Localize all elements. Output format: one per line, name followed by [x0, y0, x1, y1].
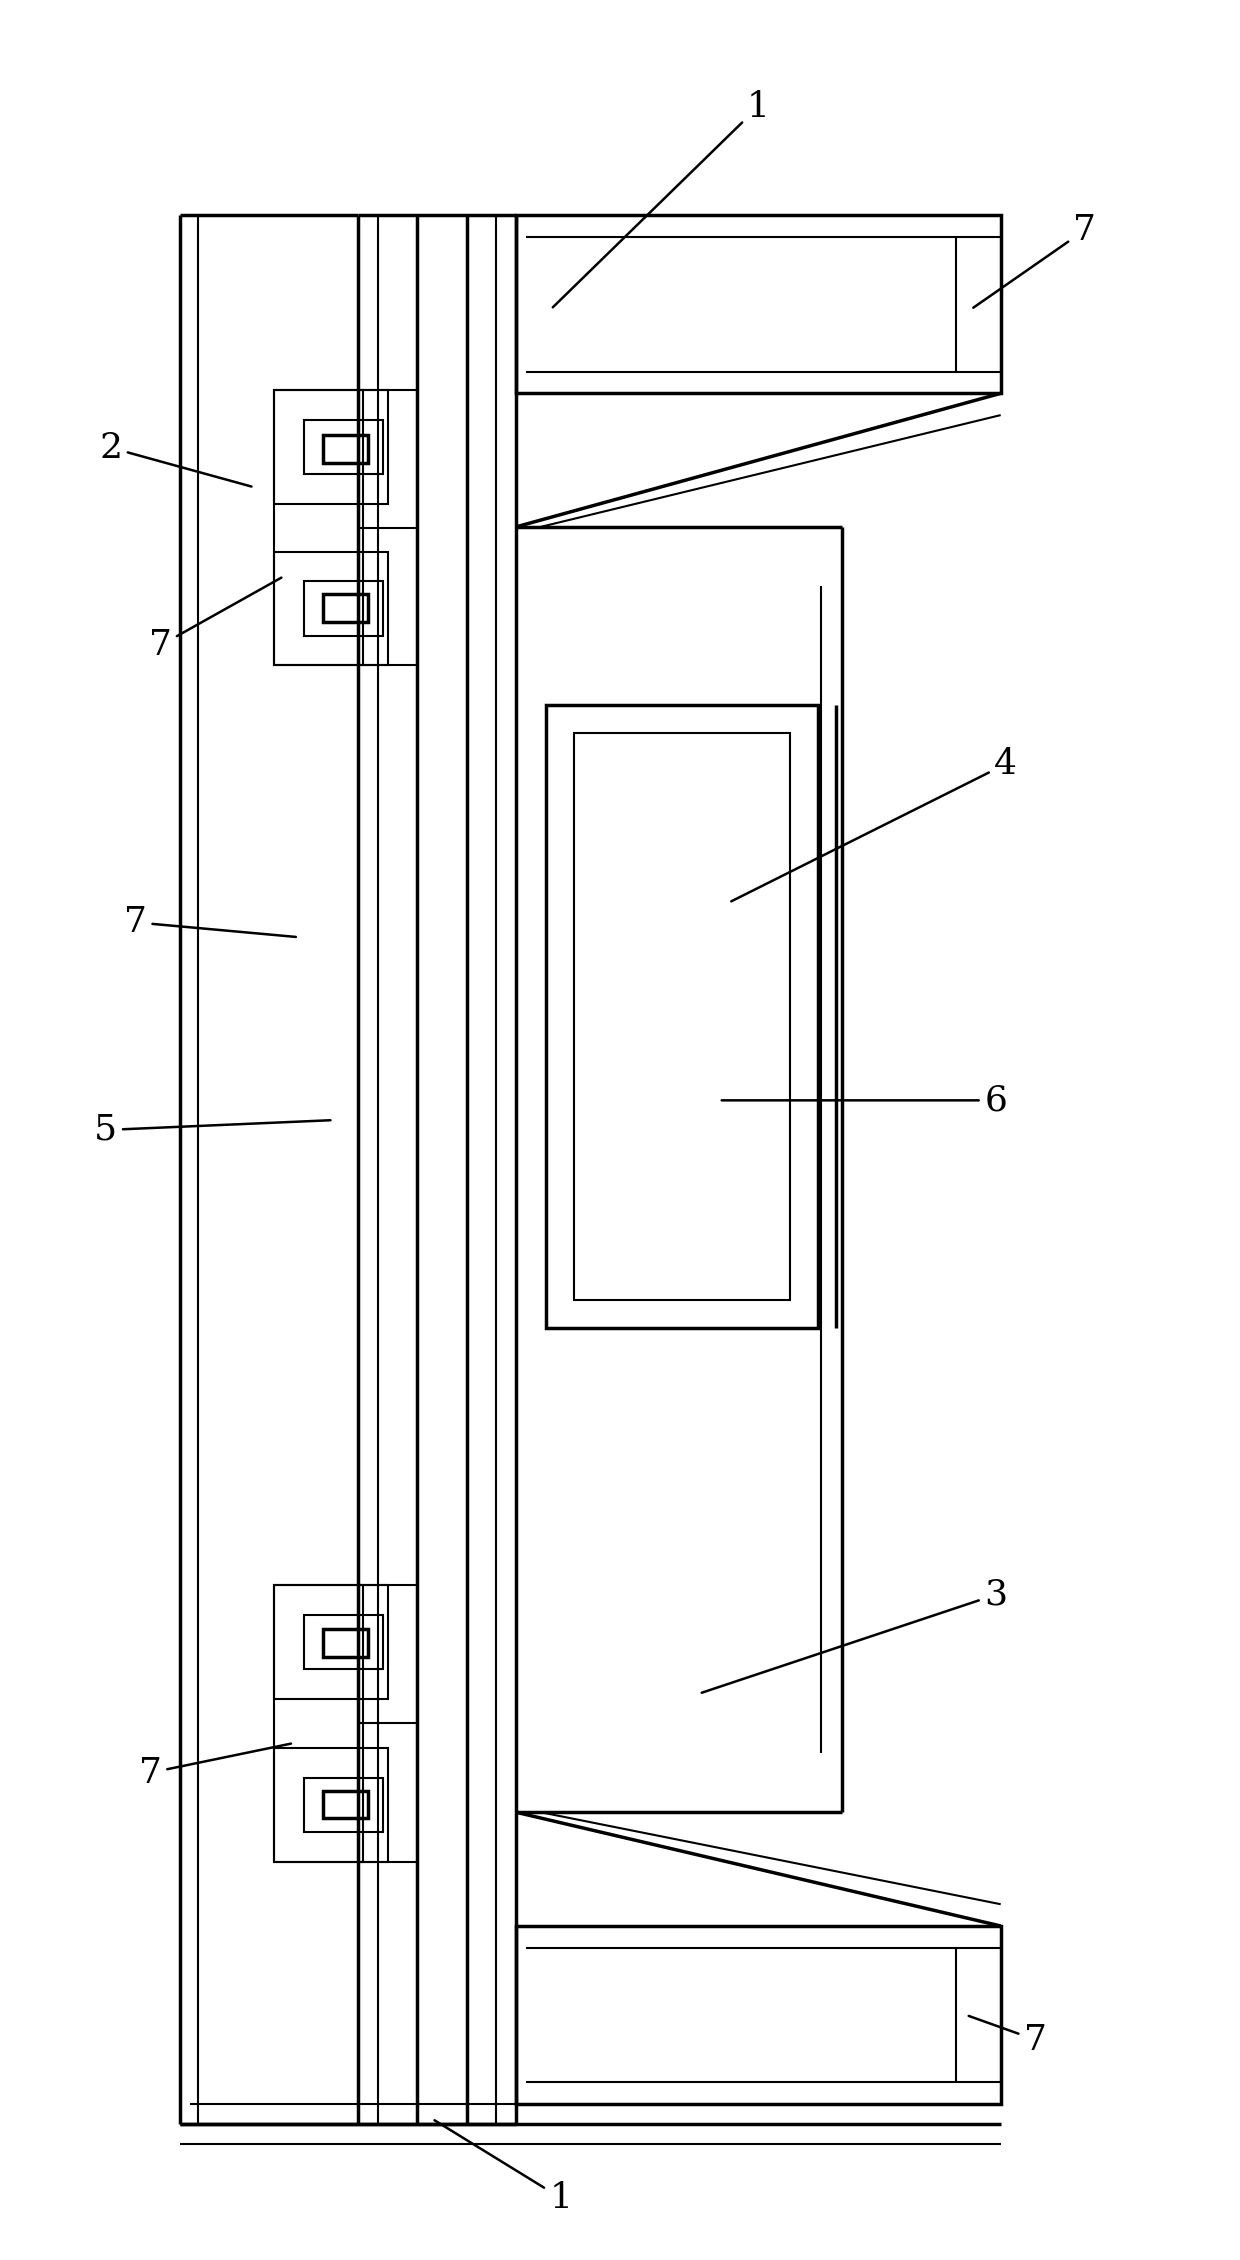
Text: 7: 7 — [139, 1745, 291, 1790]
Text: 4: 4 — [732, 748, 1017, 902]
Bar — [274, 551, 388, 664]
Text: 7: 7 — [973, 212, 1096, 307]
Bar — [274, 391, 388, 504]
Bar — [574, 732, 790, 1300]
Bar — [304, 420, 383, 475]
Text: 7: 7 — [124, 906, 296, 940]
Text: 7: 7 — [968, 2016, 1047, 2057]
Bar — [324, 594, 368, 622]
Bar — [324, 434, 368, 463]
Text: 6: 6 — [722, 1083, 1007, 1116]
Text: 5: 5 — [94, 1112, 331, 1148]
Text: 3: 3 — [702, 1577, 1007, 1693]
Bar — [324, 1629, 368, 1657]
Text: 2: 2 — [99, 432, 252, 486]
Bar — [304, 1779, 383, 1833]
Bar — [304, 1614, 383, 1668]
Text: 1: 1 — [434, 2120, 572, 2215]
Bar — [274, 391, 363, 664]
Bar — [274, 1584, 363, 1862]
Bar — [304, 581, 383, 635]
Text: 1: 1 — [553, 90, 770, 307]
Bar — [516, 1926, 1001, 2104]
Bar — [546, 705, 817, 1329]
Bar — [274, 1747, 388, 1862]
Bar — [516, 215, 1001, 393]
Text: 7: 7 — [149, 579, 281, 662]
Bar — [274, 1584, 388, 1700]
Bar — [324, 1790, 368, 1819]
